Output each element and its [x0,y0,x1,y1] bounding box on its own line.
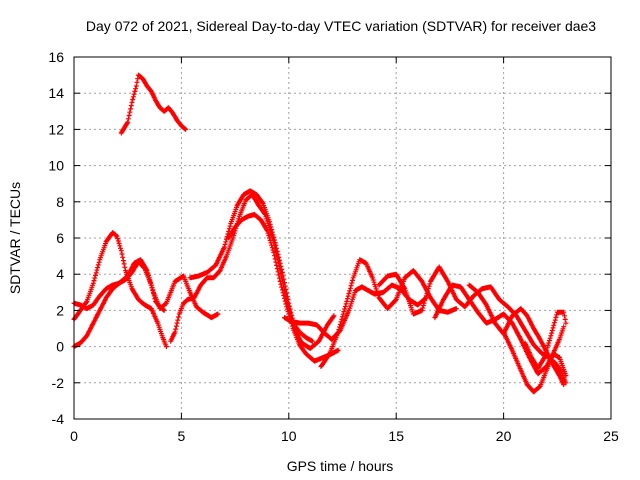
data-markers [501,324,567,395]
y-tick-label: 10 [48,158,64,174]
x-tick-label: 20 [496,428,512,444]
chart-title: Day 072 of 2021, Sidereal Day-to-day VTE… [86,18,596,34]
y-tick-label: 2 [56,302,64,318]
axes: 0 5 10 15 20 25 -4 -2 0 2 4 6 8 10 12 14 16 [48,49,619,444]
x-tick-label: 0 [70,428,78,444]
x-tick-label: 25 [603,428,619,444]
series-arc-l [501,324,567,395]
x-tick-label: 5 [178,428,186,444]
data-markers [118,72,189,136]
y-tick-label: -4 [52,411,65,427]
data-markers [318,257,459,369]
y-axis-label: SDTVAR / TECUs [7,182,23,294]
data-markers [168,192,315,344]
data-markers [187,188,337,351]
y-tick-label: 16 [48,49,64,65]
series-arc-m [522,309,569,371]
y-tick-label: 4 [56,266,64,282]
series-arc-h [318,257,459,369]
y-tick-label: 12 [48,121,64,137]
series-arc-e [187,188,337,351]
grid [74,57,611,419]
y-tick-label: -2 [52,375,65,391]
data-markers [466,282,567,388]
y-tick-label: 14 [48,85,64,101]
x-axis-label: GPS time / hours [287,458,394,474]
x-tick-label: 15 [388,428,404,444]
data-points [71,72,569,395]
y-tick-label: 6 [56,230,64,246]
data-markers [522,309,569,371]
y-tick-label: 8 [56,194,64,210]
y-tick-label: 0 [56,339,64,355]
series-arc-early-high [118,72,189,136]
x-tick-label: 10 [281,428,297,444]
series-arc-k [466,282,567,388]
series-arc-d [168,192,315,344]
